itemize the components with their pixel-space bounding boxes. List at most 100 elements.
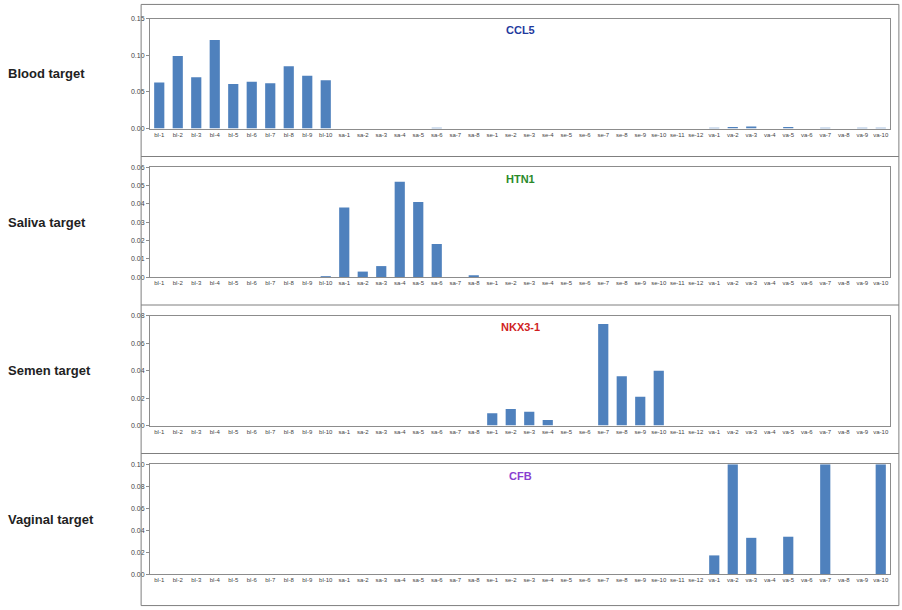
svg-text:se-3: se-3 — [523, 132, 535, 138]
svg-text:bl-10: bl-10 — [319, 280, 333, 286]
svg-text:sa-8: sa-8 — [468, 429, 480, 435]
svg-text:0.08: 0.08 — [131, 483, 145, 490]
svg-text:0.00: 0.00 — [131, 422, 145, 429]
svg-text:se-2: se-2 — [505, 280, 517, 286]
svg-text:bl-5: bl-5 — [228, 132, 239, 138]
svg-text:bl-8: bl-8 — [284, 132, 295, 138]
svg-text:se-12: se-12 — [688, 577, 704, 583]
svg-text:se-11: se-11 — [670, 577, 685, 583]
svg-text:0.01: 0.01 — [131, 255, 145, 262]
svg-text:bl-10: bl-10 — [319, 429, 333, 435]
svg-text:se-5: se-5 — [560, 132, 572, 138]
svg-text:bl-4: bl-4 — [210, 132, 221, 138]
svg-text:sa-1: sa-1 — [338, 280, 350, 286]
svg-text:va-9: va-9 — [856, 132, 868, 138]
svg-text:0.02: 0.02 — [131, 395, 145, 402]
svg-text:bl-6: bl-6 — [247, 280, 258, 286]
svg-text:va-10: va-10 — [873, 429, 889, 435]
svg-text:Blood target: Blood target — [8, 66, 85, 81]
svg-text:0.06: 0.06 — [131, 505, 145, 512]
svg-text:va-9: va-9 — [856, 577, 868, 583]
svg-text:se-8: se-8 — [616, 577, 628, 583]
svg-text:sa-1: sa-1 — [338, 132, 350, 138]
svg-text:bl-8: bl-8 — [284, 280, 295, 286]
svg-text:va-6: va-6 — [801, 280, 813, 286]
svg-text:va-4: va-4 — [764, 429, 776, 435]
svg-text:se-6: se-6 — [579, 429, 591, 435]
svg-text:se-10: se-10 — [651, 132, 667, 138]
svg-text:se-9: se-9 — [634, 429, 646, 435]
svg-text:0.06: 0.06 — [131, 340, 145, 347]
svg-text:bl-9: bl-9 — [302, 577, 313, 583]
svg-text:va-10: va-10 — [873, 132, 889, 138]
svg-text:sa-3: sa-3 — [375, 429, 387, 435]
svg-text:se-3: se-3 — [523, 280, 535, 286]
svg-text:bl-5: bl-5 — [228, 577, 239, 583]
svg-text:va-4: va-4 — [764, 577, 776, 583]
svg-text:va-1: va-1 — [708, 280, 720, 286]
svg-text:Semen target: Semen target — [8, 363, 91, 378]
svg-text:bl-8: bl-8 — [284, 577, 295, 583]
svg-text:va-2: va-2 — [727, 577, 739, 583]
svg-text:va-2: va-2 — [727, 429, 739, 435]
svg-text:0.15: 0.15 — [131, 15, 145, 22]
svg-text:bl-3: bl-3 — [191, 132, 202, 138]
svg-text:bl-7: bl-7 — [265, 429, 276, 435]
svg-text:se-4: se-4 — [542, 577, 554, 583]
svg-text:va-9: va-9 — [856, 429, 868, 435]
svg-text:va-7: va-7 — [819, 280, 831, 286]
svg-text:va-5: va-5 — [782, 132, 794, 138]
svg-text:sa-5: sa-5 — [412, 429, 424, 435]
svg-text:se-10: se-10 — [651, 429, 667, 435]
svg-text:sa-6: sa-6 — [431, 280, 443, 286]
svg-text:va-5: va-5 — [782, 577, 794, 583]
svg-text:0.00: 0.00 — [131, 125, 145, 132]
svg-text:se-2: se-2 — [505, 429, 517, 435]
svg-text:sa-7: sa-7 — [449, 577, 461, 583]
svg-text:sa-3: sa-3 — [375, 132, 387, 138]
svg-text:sa-6: sa-6 — [431, 132, 443, 138]
svg-text:0.00: 0.00 — [131, 274, 145, 281]
svg-text:sa-8: sa-8 — [468, 132, 480, 138]
svg-text:sa-6: sa-6 — [431, 577, 443, 583]
svg-text:sa-5: sa-5 — [412, 280, 424, 286]
svg-text:sa-8: sa-8 — [468, 577, 480, 583]
svg-text:va-2: va-2 — [727, 132, 739, 138]
svg-text:va-7: va-7 — [819, 577, 831, 583]
svg-text:0.05: 0.05 — [131, 88, 145, 95]
svg-text:bl-7: bl-7 — [265, 132, 276, 138]
svg-text:0.05: 0.05 — [131, 182, 145, 189]
svg-text:va-8: va-8 — [838, 132, 850, 138]
svg-text:va-8: va-8 — [838, 577, 850, 583]
svg-text:bl-1: bl-1 — [154, 429, 165, 435]
svg-text:se-3: se-3 — [523, 577, 535, 583]
svg-text:sa-4: sa-4 — [394, 280, 406, 286]
svg-text:bl-8: bl-8 — [284, 429, 295, 435]
svg-text:bl-3: bl-3 — [191, 429, 202, 435]
svg-text:0.06: 0.06 — [131, 164, 145, 171]
svg-text:Saliva target: Saliva target — [8, 215, 86, 230]
svg-text:sa-4: sa-4 — [394, 132, 406, 138]
svg-text:sa-4: sa-4 — [394, 429, 406, 435]
svg-text:bl-3: bl-3 — [191, 577, 202, 583]
svg-text:bl-6: bl-6 — [247, 132, 258, 138]
svg-text:bl-2: bl-2 — [173, 280, 184, 286]
svg-text:sa-5: sa-5 — [412, 132, 424, 138]
svg-text:sa-1: sa-1 — [338, 577, 350, 583]
svg-text:sa-2: sa-2 — [357, 280, 369, 286]
svg-text:se-4: se-4 — [542, 429, 554, 435]
svg-text:se-11: se-11 — [670, 132, 685, 138]
svg-text:bl-5: bl-5 — [228, 429, 239, 435]
svg-text:va-3: va-3 — [745, 132, 757, 138]
svg-text:se-11: se-11 — [670, 429, 685, 435]
svg-text:bl-2: bl-2 — [173, 132, 184, 138]
svg-text:va-6: va-6 — [801, 577, 813, 583]
svg-text:sa-3: sa-3 — [375, 280, 387, 286]
svg-text:bl-3: bl-3 — [191, 280, 202, 286]
svg-text:bl-10: bl-10 — [319, 577, 333, 583]
svg-text:se-4: se-4 — [542, 280, 554, 286]
svg-text:va-9: va-9 — [856, 280, 868, 286]
svg-text:se-5: se-5 — [560, 577, 572, 583]
svg-text:va-6: va-6 — [801, 132, 813, 138]
svg-text:se-1: se-1 — [486, 577, 498, 583]
